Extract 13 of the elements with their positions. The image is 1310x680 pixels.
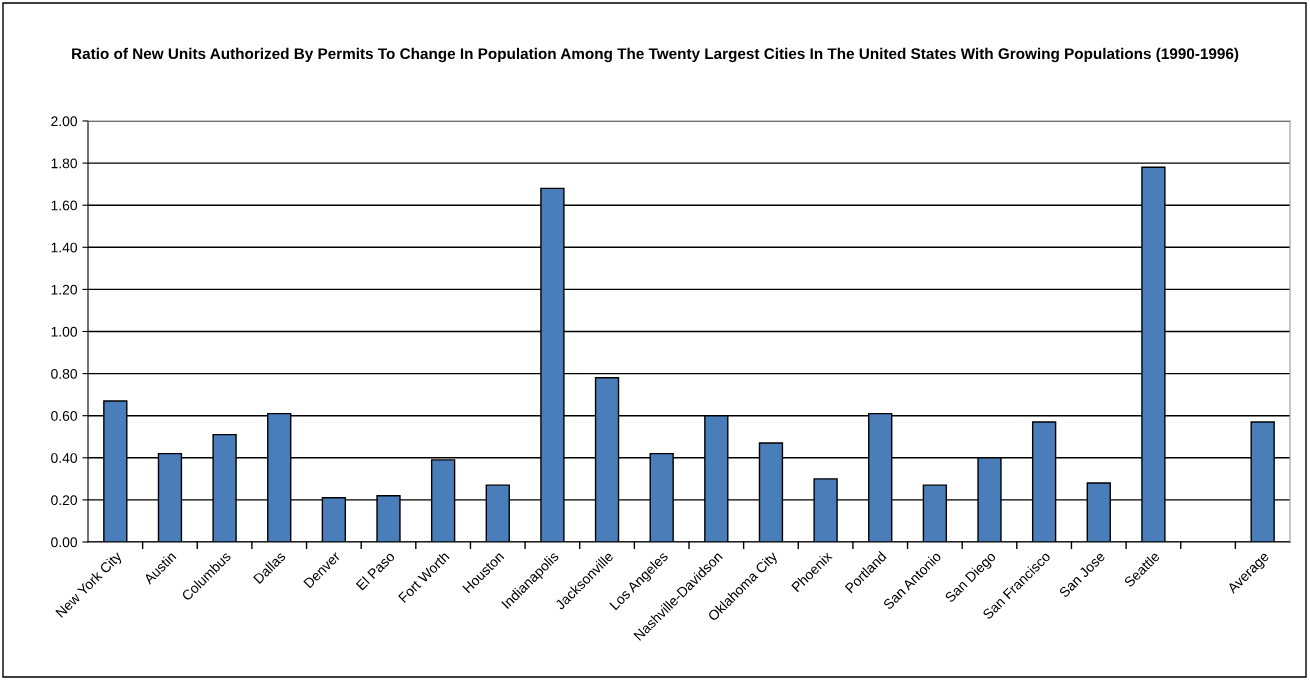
y-tick-label: 0.20 bbox=[51, 495, 78, 506]
y-tick-label: 1.40 bbox=[51, 242, 78, 253]
x-tick-label: San Jose bbox=[1058, 551, 1106, 599]
y-tick-label: 0.40 bbox=[51, 453, 78, 463]
y-tick-label: 1.00 bbox=[51, 326, 78, 337]
y-tick-label: 0.60 bbox=[51, 411, 78, 421]
y-tick-label: 1.80 bbox=[51, 158, 78, 169]
y-tick-label: 2.00 bbox=[51, 116, 78, 127]
y-tick-label: 1.60 bbox=[51, 200, 78, 211]
y-tick-label: 0.00 bbox=[51, 537, 78, 548]
chart-title: Ratio of New Units Authorized By Permits To Change In Population Among The Twenty Largest Cities In The United States With Growing Populations (1990-1996) bbox=[72, 47, 1239, 63]
y-tick-label: 1.20 bbox=[51, 284, 78, 295]
y-tick-label: 0.80 bbox=[51, 368, 78, 379]
